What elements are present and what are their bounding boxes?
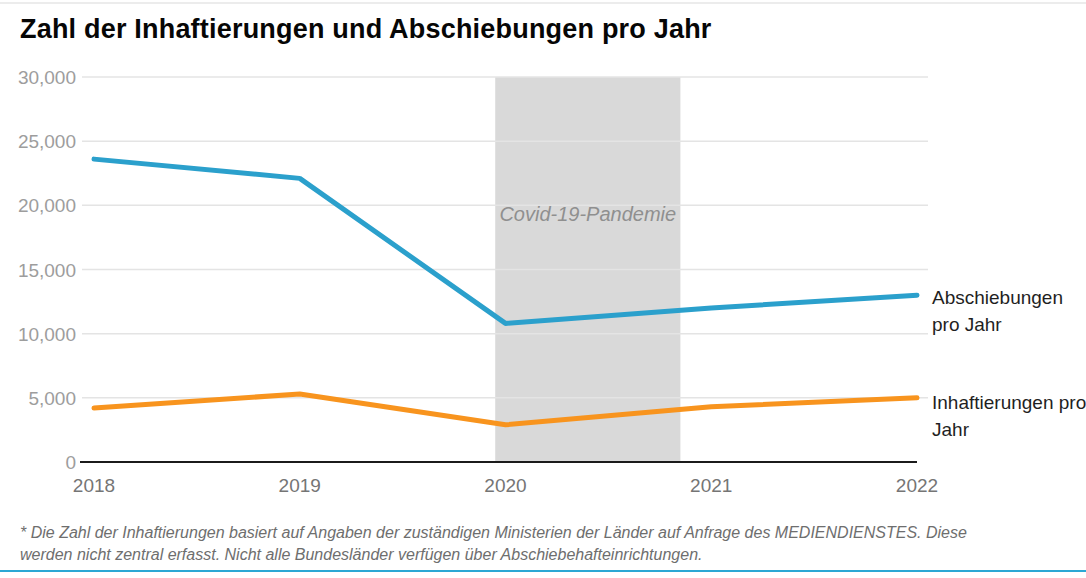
footnote-line-1: * Die Zahl der Inhaftierungen basiert au…	[20, 522, 1070, 544]
y-tick-label: 0	[65, 452, 76, 473]
covid-band-label: Covid-19-Pandemie	[499, 203, 676, 225]
line-chart-canvas: 0 5,000 10,000 15,000 20,000 25,000 30,000 Covi…	[0, 0, 1086, 510]
x-tick-label: 2021	[690, 475, 732, 496]
footnote: * Die Zahl der Inhaftierungen basiert au…	[20, 522, 1070, 566]
legend-label-abschiebungen: Abschiebungen pro Jahr	[932, 284, 1086, 338]
x-tick-label: 2020	[484, 475, 526, 496]
y-tick-label: 25,000	[18, 131, 76, 152]
y-tick-label: 30,000	[18, 67, 76, 88]
y-tick-label: 5,000	[28, 388, 76, 409]
x-tick-label: 2022	[896, 475, 938, 496]
bottom-accent-rule	[0, 570, 1086, 572]
y-tick-label: 15,000	[18, 260, 76, 281]
y-tick-label: 20,000	[18, 195, 76, 216]
footnote-line-2: werden nicht zentral erfasst. Nicht alle…	[20, 544, 1070, 566]
x-tick-label: 2019	[279, 475, 321, 496]
chart-card: Zahl der Inhaftierungen und Abschiebunge…	[0, 0, 1086, 578]
legend-label-inhaftierungen: Inhaftierungen pro Jahr	[932, 389, 1086, 443]
x-tick-label: 2018	[73, 475, 115, 496]
y-tick-label: 10,000	[18, 324, 76, 345]
